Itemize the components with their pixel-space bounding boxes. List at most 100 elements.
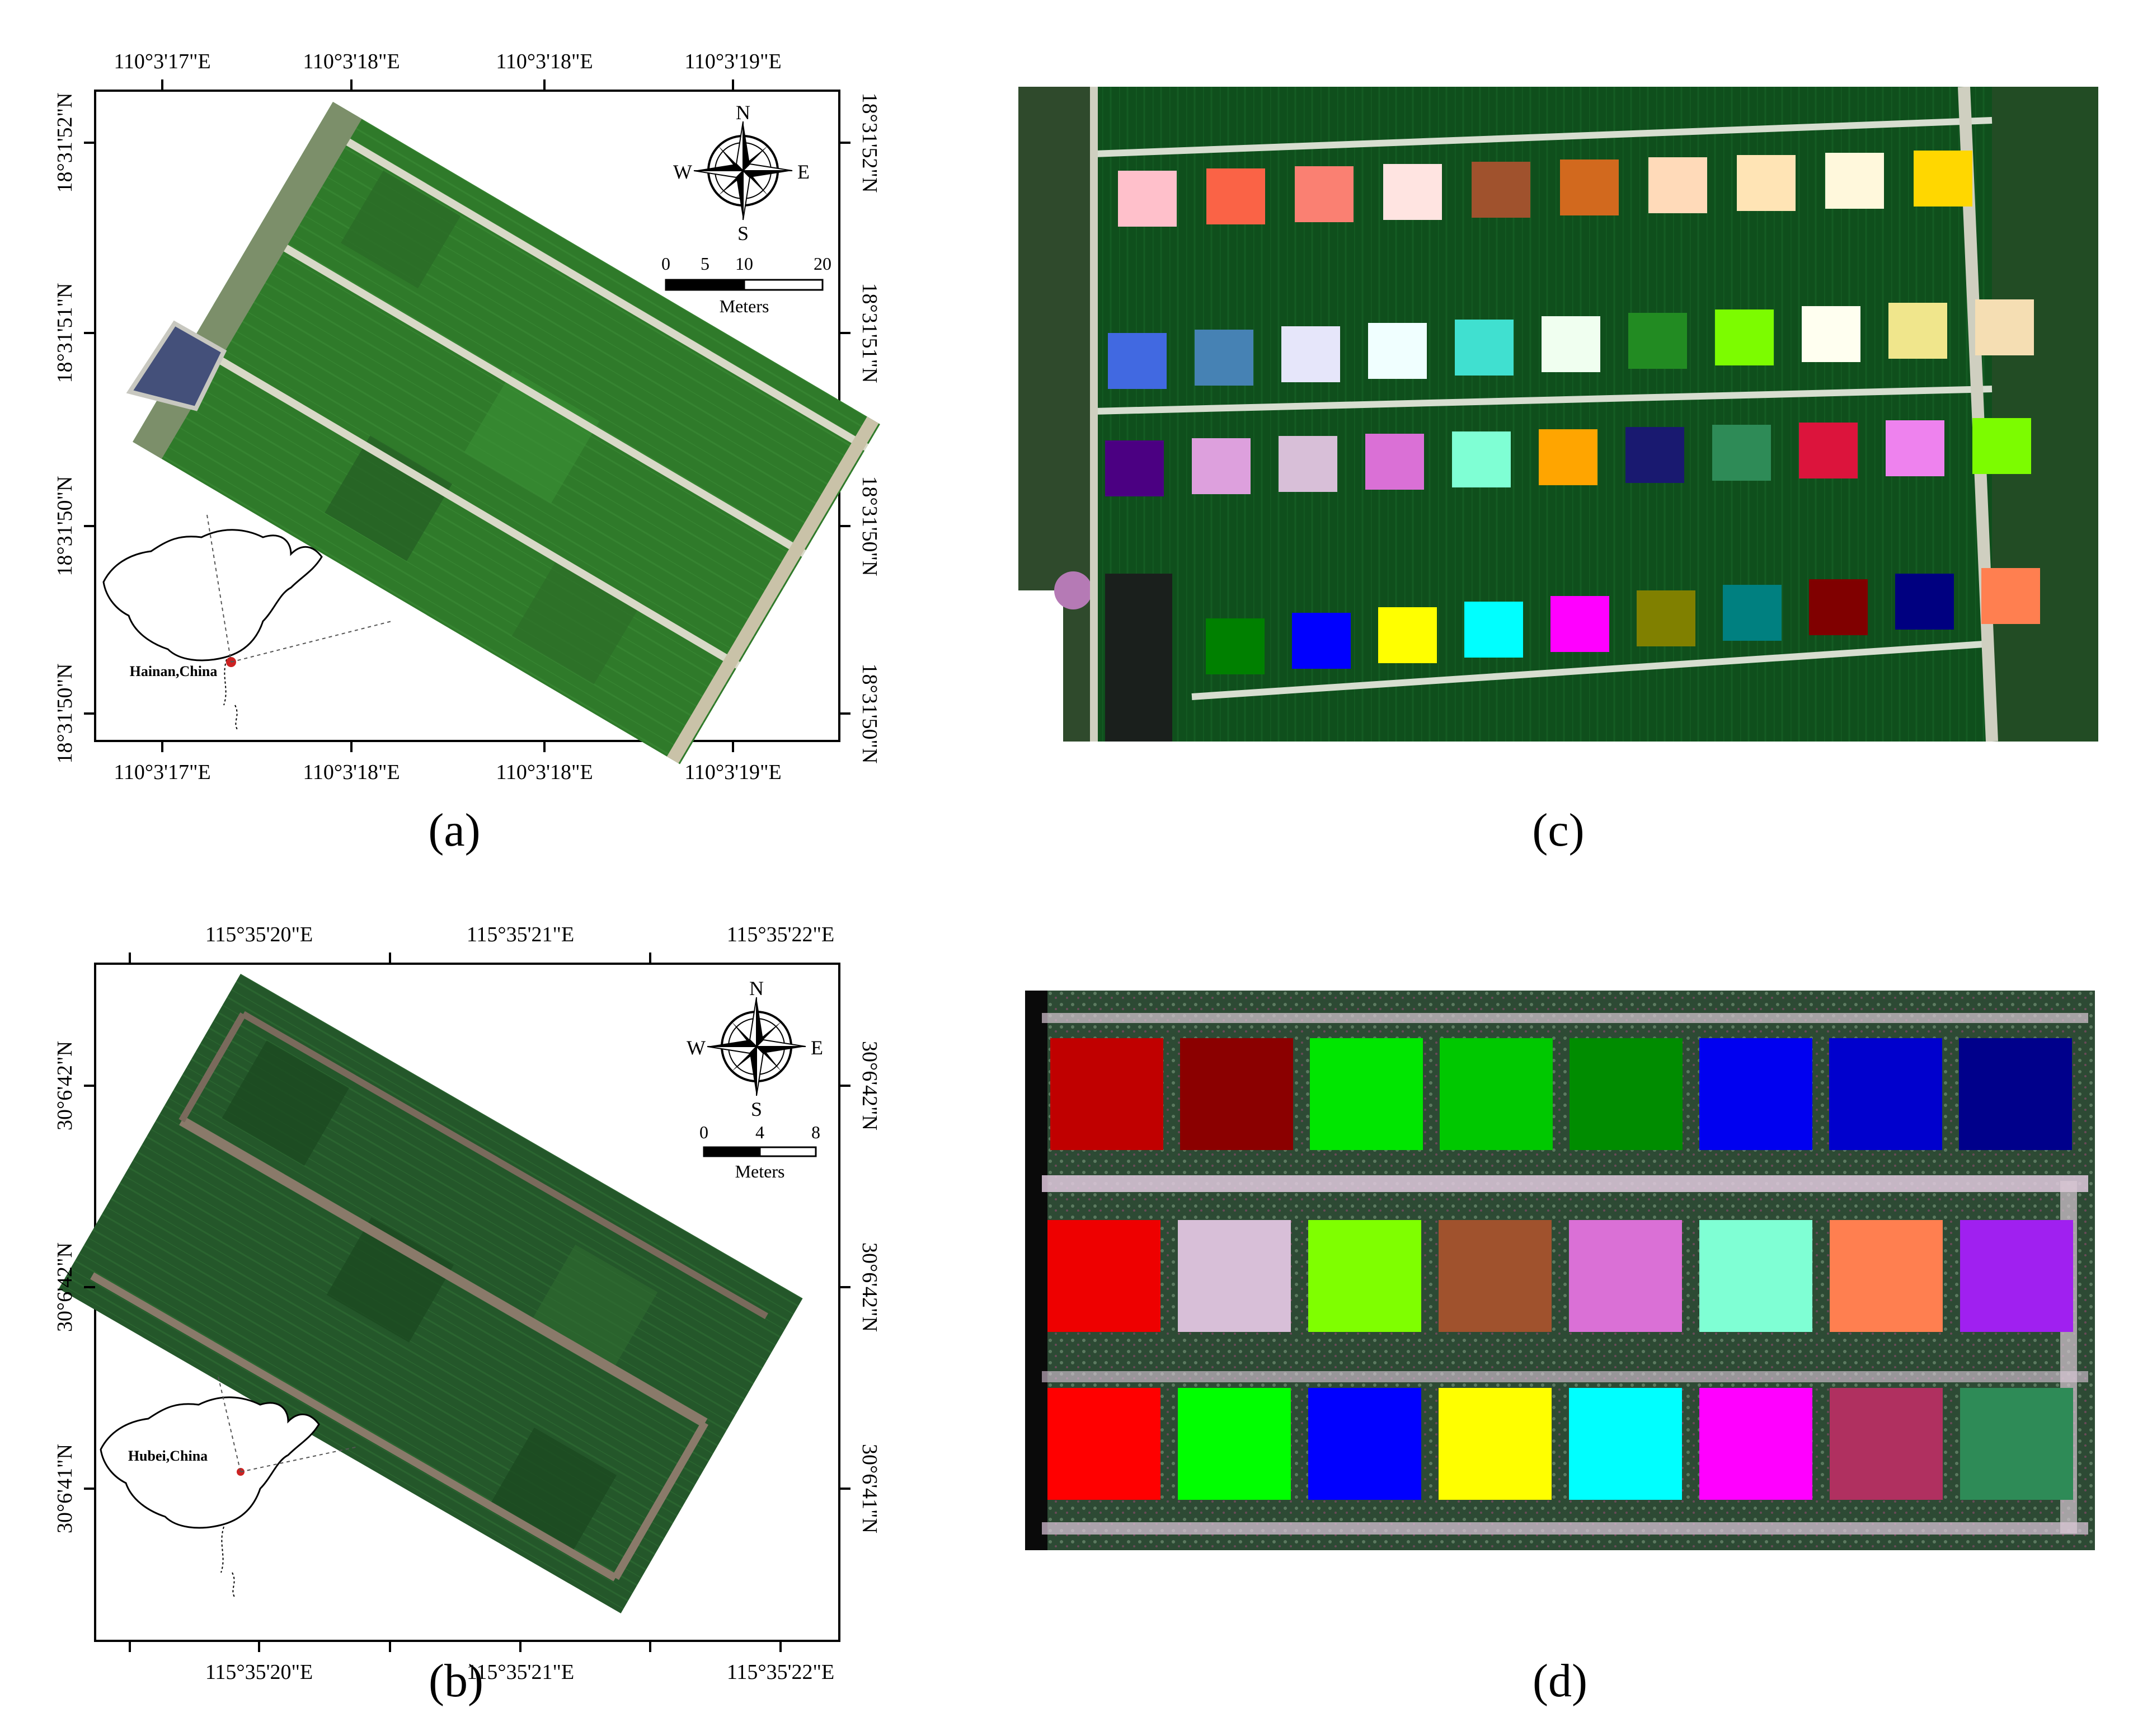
plot-square [1628,313,1687,369]
plot-square [1118,171,1177,227]
right-tick-label: 18°31'51"N [858,283,881,383]
top-tick-label: 110°3'19"E [684,50,781,73]
plot-square [1960,1388,2073,1500]
plot-square [1105,440,1164,496]
plot-square [1972,418,2031,474]
top-tick-label: 110°3'17"E [114,50,210,73]
plot-square [1625,427,1684,483]
right-tick-label: 30°6'41"N [858,1444,881,1533]
inset-label: Hainan,China [130,663,218,679]
plot-square [1981,568,2040,624]
china-inset-map: Hubei,China [100,1376,359,1598]
plot-square [1637,590,1695,646]
plot-square [1829,1038,1942,1150]
compass-rose-icon: N S E W [687,977,823,1120]
plot-square [1809,579,1868,635]
plot-square [1472,162,1530,218]
bottom-tick-label: 115°35'21"E [467,1660,574,1684]
china-inset-map: Hainan,China [102,514,392,731]
panel-b-map: 115°35'20"E 115°35'21"E 115°35'22"E 115°… [53,923,881,1684]
plot-square [1368,323,1427,379]
caption-b: (b) [429,1655,483,1707]
plot-square [1108,333,1167,389]
plot-square [1570,1038,1683,1150]
plot-square [1569,1388,1682,1500]
plot-square [1699,1388,1812,1500]
plot-square [1206,618,1265,674]
plot-square [1699,1220,1812,1332]
left-tick-label: 30°6'42"N [53,1041,77,1130]
plot-square [1715,309,1774,365]
plot-square [1550,596,1609,652]
plot-square [1383,164,1442,220]
caption-c: (c) [1532,804,1585,856]
right-tick-label: 18°31'50"N [858,476,881,576]
left-tick-label: 18°31'50"N [53,476,77,576]
plot-square [1895,574,1954,630]
plot-square [1830,1388,1943,1500]
plot-square [1712,425,1771,481]
field-orthophoto [133,102,880,764]
plot-square [1914,151,1972,207]
right-tick-label: 30°6'42"N [858,1242,881,1332]
scale-label: 5 [701,254,709,274]
plot-square [1888,303,1947,359]
compass-s: S [751,1098,762,1120]
top-tick-label: 115°35'22"E [727,923,834,946]
plot-square [1195,330,1253,386]
plot-square [1206,168,1265,224]
scale-unit: Meters [720,296,769,316]
plot-square [1825,153,1884,209]
plot-square [1737,155,1796,211]
plot-square [1378,607,1437,663]
bottom-tick-label: 110°3'17"E [114,761,210,784]
scale-label: 20 [814,254,831,274]
scale-bar: 0 4 8 Meters [699,1122,820,1181]
plot-square [1439,1220,1552,1332]
plot-square [1975,299,2034,355]
plot-square [1047,1220,1160,1332]
top-tick-label: 115°35'20"E [205,923,313,946]
compass-w: W [687,1036,706,1059]
plot-square [1542,316,1600,372]
plot-square [1648,157,1707,213]
plot-square [1886,420,1944,476]
plot-square [1560,159,1619,215]
compass-w: W [673,161,692,183]
plot-square [1539,429,1597,485]
left-tick-label: 18°31'50"N [53,664,77,764]
left-tick-label: 30°6'42"N [53,1242,77,1332]
compass-e: E [811,1036,823,1059]
plot-square [1178,1220,1291,1332]
plot-square [1799,423,1858,478]
plot-square [1292,613,1351,669]
top-tick-label: 110°3'18"E [303,50,400,73]
plot-square [1308,1388,1421,1500]
plot-square [1192,438,1251,494]
caption-d: (d) [1533,1655,1587,1707]
scale-label: 0 [661,254,670,274]
top-tick-label: 110°3'18"E [496,50,593,73]
plot-square [1723,585,1782,641]
field-orthophoto [59,974,803,1613]
plot-square [1452,431,1511,487]
plot-square [1959,1038,2072,1150]
compass-s: S [737,222,749,245]
panel-a-map: 110°3'17"E 110°3'18"E 110°3'18"E 110°3'1… [53,50,881,784]
compass-n: N [736,101,750,124]
plot-squares [1105,151,2040,674]
scale-label: 0 [699,1122,708,1142]
plot-square [1308,1220,1421,1332]
scale-unit: Meters [735,1161,785,1181]
bottom-tick-label: 110°3'18"E [496,761,593,784]
top-tick-label: 115°35'21"E [467,923,574,946]
plot-square [1178,1388,1291,1500]
plot-squares [1047,1038,2073,1500]
plot-square [1279,436,1337,492]
panel-c-plot-map [1018,87,2098,742]
plot-square [1455,320,1514,376]
plot-square [1802,306,1860,362]
plot-square [1569,1220,1682,1332]
plot-square [1310,1038,1423,1150]
caption-a: (a) [428,804,481,856]
